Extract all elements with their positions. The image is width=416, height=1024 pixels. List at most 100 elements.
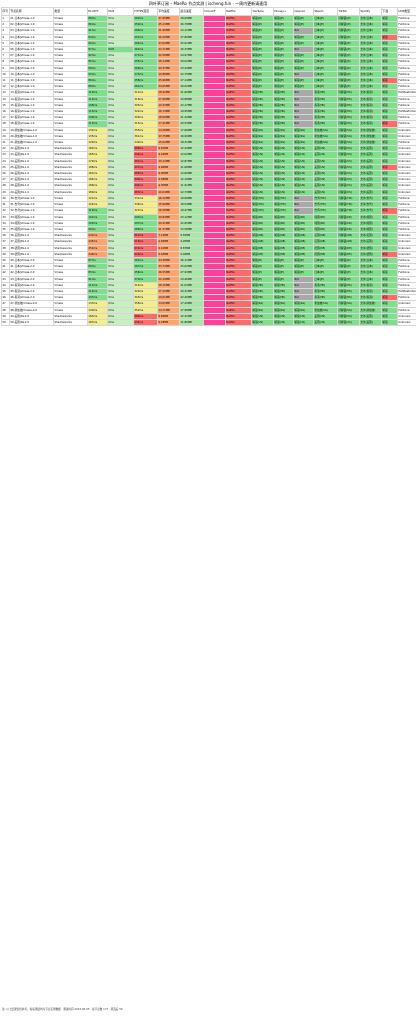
column-header[interactable]: 最高速度 <box>179 7 204 16</box>
table-row[interactable]: 10 10-日本|Vmess-1.0 Vmess 93ms 0ms 273ms 19.88M… <box>1 70 416 79</box>
column-header[interactable]: HTTPS延迟 <box>133 7 158 16</box>
table-row[interactable]: 19 19-新加坡|Vmess-1.0 Vmess 132ms 0ms 355ms 14.2… <box>1 126 416 134</box>
table-row[interactable]: 7 07-日本|Vmess-1.0 Vmess 92ms 0ms 271ms 22.58MB… <box>1 52 416 60</box>
table-row[interactable]: 45 45-香港|Vmess-2.0 Vmess 114ms 0ms 320ms 17.22… <box>1 287 416 296</box>
column-header[interactable]: Steam <box>313 7 338 16</box>
results-table: 序号 节点名称 类型 ELI RTT IPv6 HTTPS延迟 平均速度 最高速度 Unlock… <box>1 7 416 327</box>
table-cell: FullCone <box>397 39 416 48</box>
table-row[interactable]: 18 18-香港|Vmess-1.0 Vmess 113ms 0ms 315ms 17.41… <box>1 120 416 128</box>
table-cell: FullCone <box>397 95 416 103</box>
table-cell: FullCone <box>397 263 416 271</box>
table-row[interactable]: 26 26-美国|SS-1.0 Shadowsocks 181ms 0ms 485ms 9.… <box>1 170 416 178</box>
table-row[interactable]: 40 40-日本|Vmess-2.0 Vmess 87ms 0ms 263ms 24.38M… <box>1 256 416 265</box>
table-cell: Unknown <box>397 182 416 190</box>
table-row[interactable]: 21 21-新加坡|Vmess-1.0 Vmess 129ms 0ms 349ms 15.0… <box>1 139 416 147</box>
table-cell: FullCone <box>397 256 416 265</box>
column-header[interactable]: Spotify <box>359 7 382 16</box>
table-cell: 待解锁(US) <box>337 318 360 327</box>
column-header[interactable]: 节点名称 <box>9 7 54 16</box>
table-cell: Unknown <box>397 151 416 159</box>
table-cell: FullCone <box>397 294 416 302</box>
table-row[interactable]: 16 16-香港|Vmess-1.0 Vmess 115ms 0ms 322ms 16.74… <box>1 108 416 116</box>
table-cell: FullCone <box>397 225 416 234</box>
table-row[interactable]: 32 32-台湾|Vmess-1.0 Vmess 119ms 0ms 327ms 16.58… <box>1 207 416 215</box>
table-row[interactable]: 20 20-新加坡|Vmess-1.0 Vmess 135ms 0ms 361ms 13.7… <box>1 132 416 141</box>
table-row[interactable]: 49 49-美国|SS-2.0 Shadowsocks 183ms 0ms 489ms 9.… <box>1 312 416 320</box>
table-row[interactable]: 12 12-日本|Vmess-1.0 Vmess 88ms 0ms 261ms 24.05M… <box>1 83 416 91</box>
table-cell: FullCone <box>397 14 416 23</box>
table-row[interactable]: 47 47-新加坡|Vmess-2.0 Vmess 133ms 0ms 358ms 14.0… <box>1 300 416 308</box>
table-row[interactable]: 25 25-美国|SS-1.0 Shadowsocks 188ms 0ms 497ms 9.… <box>1 163 416 172</box>
table-cell: Unknown <box>397 176 416 184</box>
column-header[interactable]: OpenAI <box>293 7 314 16</box>
table-cell: Unknown <box>397 145 416 153</box>
table-header-row: 序号 节点名称 类型 ELI RTT IPv6 HTTPS延迟 平均速度 最高速度 Unlock… <box>1 7 416 16</box>
table-cell: Unknown <box>397 300 416 308</box>
table-row[interactable]: 50 50-美国|SS-2.0 Shadowsocks 187ms 0ms 495ms 9.… <box>1 318 416 327</box>
column-header[interactable]: UnlockF <box>203 7 226 16</box>
table-cell: Unknown <box>397 244 416 252</box>
table-cell: FullCone <box>397 213 416 221</box>
column-header[interactable]: 平均速度 <box>157 7 180 16</box>
table-row[interactable]: 2 02-日本|Vmess-1.0 Vmess 86ms 0ms 259ms 25.13MB… <box>1 21 416 29</box>
table-row[interactable]: 3 03-日本|Vmess-1.0 Vmess 91ms 0ms 268ms 21.90MB… <box>1 27 416 35</box>
table-row[interactable]: 35 35-韩国|Vmess-1.0 Vmess 99ms 0ms 289ms 21.37M… <box>1 225 416 234</box>
column-header[interactable]: ELI RTT <box>87 7 108 16</box>
table-row[interactable]: 36 36-英国|SS-1.0 Shadowsocks 241ms 0ms 612ms 7.… <box>1 232 416 240</box>
table-row[interactable]: 48 48-新加坡|Vmess-2.0 Vmess 130ms 0ms 352ms 14.7… <box>1 306 416 314</box>
table-row[interactable]: 33 33-韩国|Vmess-1.0 Vmess 101ms 0ms 293ms 20.84… <box>1 213 416 221</box>
table-cell: FullCone <box>397 207 416 215</box>
table-row[interactable]: 14 14-香港|Vmess-1.0 Vmess 112ms 0ms 318ms 17.90… <box>1 95 416 103</box>
table-cell: Unknown <box>397 132 416 141</box>
column-header[interactable]: TikTok <box>337 7 360 16</box>
table-row[interactable]: 41 41-日本|Vmess-2.0 Vmess 89ms 0ms 267ms 23.74M… <box>1 263 416 271</box>
table-row[interactable]: 42 42-日本|Vmess-2.0 Vmess 85ms 0ms 256ms 26.55M… <box>1 269 416 277</box>
table-row[interactable]: 8 08-日本|Vmess-1.0 Vmess 85ms 0ms 255ms 28.14MB… <box>1 58 416 66</box>
column-header[interactable]: UDP类型 <box>397 7 416 16</box>
table-row[interactable]: 4 04-日本|Vmess-1.0 Vmess 84ms 0ms 251ms 26.20MB… <box>1 33 416 41</box>
table-cell: 美国(US) <box>313 318 338 327</box>
column-header[interactable]: IPv6 <box>107 7 134 16</box>
table-cell: FullCone <box>397 64 416 72</box>
table-row[interactable]: 15 15-香港|Vmess-1.0 Vmess 108ms 0ms 305ms 19.33… <box>1 101 416 110</box>
table-row[interactable]: 24 24-美国|SS-1.0 Shadowsocks 179ms 0ms 481ms 10… <box>1 157 416 165</box>
table-row[interactable]: 13 13-香港|Vmess-1.0 Vmess 110ms 0ms 312ms 18.42… <box>1 89 416 97</box>
table-cell <box>203 318 226 327</box>
table-row[interactable]: 34 34-韩国|Vmess-1.0 Vmess 103ms 0ms 297ms 20.21… <box>1 219 416 227</box>
table-row[interactable]: 9 09-日本|Vmess-1.0 Vmess 89ms 0ms 266ms 20.37MB… <box>1 64 416 72</box>
column-header[interactable]: YouTube <box>251 7 274 16</box>
table-cell: FullCone <box>397 83 416 91</box>
table-row[interactable]: 17 17-香港|Vmess-1.0 Vmess 109ms 0ms 309ms 18.06… <box>1 114 416 122</box>
table-cell: FullCone <box>397 58 416 66</box>
column-header[interactable]: Netflix <box>225 7 252 16</box>
table-row[interactable]: 29 29-美国|SS-1.0 Shadowsocks 180ms 0ms 483ms 10… <box>1 188 416 196</box>
table-row[interactable]: 39 39-德国|SS-1.0 Shadowsocks 249ms 0ms 626ms 6.… <box>1 250 416 258</box>
table-cell: Unknown <box>397 238 416 246</box>
table-row[interactable]: 37 37-英国|SS-1.0 Shadowsocks 245ms 0ms 618ms 6.… <box>1 238 416 246</box>
table-cell: FullCone <box>397 77 416 85</box>
table-row[interactable]: 46 46-香港|Vmess-2.0 Vmess 107ms 0ms 303ms 19.61… <box>1 294 416 302</box>
table-cell: Shadowsocks <box>53 318 88 327</box>
table-cell: Unknown <box>397 250 416 258</box>
column-header[interactable]: 序号 <box>1 7 10 16</box>
table-cell: FullCone <box>397 201 416 209</box>
footer-note: 注: 以上结果仅供参考，各项测试均为节点实测数据 · 测试时间 2023-05-… <box>2 1008 123 1011</box>
table-cell: Unknown <box>397 163 416 172</box>
table-cell: FullCone <box>397 114 416 122</box>
column-header[interactable]: Disney+ <box>273 7 294 16</box>
table-row[interactable]: 43 43-日本|Vmess-2.0 Vmess 91ms 0ms 270ms 22.19M… <box>1 275 416 283</box>
column-header[interactable]: 下载 <box>381 7 398 16</box>
table-cell: FullCone <box>397 120 416 128</box>
table-row[interactable]: 44 44-香港|Vmess-2.0 Vmess 111ms 0ms 314ms 18.15… <box>1 281 416 289</box>
table-row[interactable]: 1 01-日本|Vmess-1.0 Vmess 88ms 0ms 260ms 27.45MB… <box>1 14 416 23</box>
column-header[interactable]: 类型 <box>53 7 88 16</box>
table-cell: FullCone <box>397 27 416 35</box>
table-row[interactable]: 5 05-日本|Vmess-1.0 Vmess 90ms 0ms 264ms 23.02MB… <box>1 39 416 48</box>
table-cell: 50-美国|SS-2.0 <box>9 318 54 327</box>
table-cell: Unknown <box>397 232 416 240</box>
table-row[interactable]: 11 11-日本|Vmess-1.0 Vmess 86ms 0ms 258ms 25.96M… <box>1 77 416 85</box>
table-cell: FullCone <box>397 33 416 41</box>
table-row[interactable]: 38 38-德国|SS-1.0 Shadowsocks 252ms 0ms 631ms 6.… <box>1 244 416 252</box>
table-cell: 允许(美国) <box>359 318 382 327</box>
table-row[interactable]: 22 22-美国|SS-1.0 Shadowsocks 182ms 0ms 488ms 9.… <box>1 145 416 153</box>
